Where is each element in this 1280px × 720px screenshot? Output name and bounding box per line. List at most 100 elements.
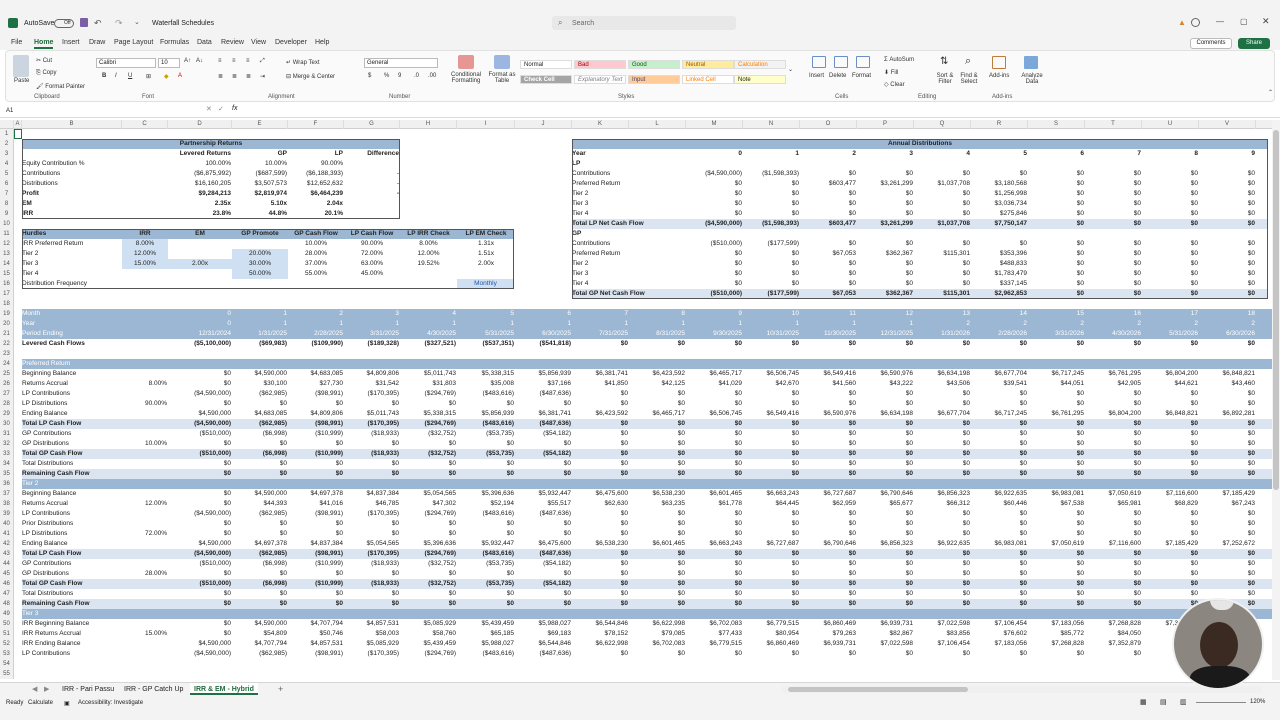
currency-icon[interactable]: $ [368,73,372,79]
tier2-value[interactable]: $47,302 [432,500,457,507]
tier2-value[interactable]: $4,590,000 [198,540,231,547]
tier3-value[interactable]: ($483,616) [482,650,514,657]
annual-gp-value[interactable]: $67,053 [832,250,857,257]
annual-lp-value[interactable]: $0 [905,210,913,217]
tier2-value[interactable]: ($10,999) [315,560,343,567]
sheet-tab-pari-passu[interactable]: IRR - Pari Passu [62,686,115,693]
row-header[interactable]: 34 [0,459,14,469]
pref-row-label[interactable]: Remaining Cash Flow [22,470,90,477]
pref-value[interactable]: $0 [1190,430,1198,437]
timeline-month-value[interactable]: 14 [1019,310,1027,317]
pref-value[interactable]: $31,803 [432,380,457,387]
tier2-value[interactable]: $0 [677,580,685,587]
tier2-value[interactable]: $0 [1247,520,1255,527]
pref-value[interactable]: $0 [1247,440,1255,447]
timeline-period-value[interactable]: 5/31/2025 [485,330,514,337]
pref-value[interactable]: $0 [1247,390,1255,397]
annual-title[interactable]: Annual Distributions [888,140,952,147]
hurdles-cell[interactable]: 50.00% [232,269,288,279]
tier3-value[interactable]: ($294,769) [424,650,456,657]
decrease-font-icon[interactable]: A↓ [196,58,204,64]
pref-value[interactable]: $6,717,245 [994,410,1027,417]
tier2-value[interactable]: $6,727,687 [823,490,856,497]
annual-lp-value[interactable]: $1,256,998 [994,190,1027,197]
pref-value[interactable]: ($294,769) [424,420,456,427]
pref-value[interactable]: $0 [1133,460,1141,467]
hurdles-col-header[interactable]: EM [195,230,205,237]
pref-value[interactable]: ($10,999) [315,450,343,457]
partnership-value[interactable]: $9,284,213 [198,190,231,197]
partnership-row-label[interactable]: Profit [22,190,39,197]
partnership-value[interactable] [344,159,400,169]
tier2-value[interactable]: ($170,395) [367,510,399,517]
tab-data[interactable]: Data [197,39,212,46]
pref-value[interactable]: ($18,933) [371,430,399,437]
tier2-value[interactable]: $0 [1247,530,1255,537]
annual-lp-value[interactable]: $3,261,299 [880,180,913,187]
column-header-T[interactable]: T [1085,120,1142,129]
pref-value[interactable]: $0 [223,460,231,467]
tier2-value[interactable]: $66,312 [946,500,971,507]
style-good[interactable]: Good [628,60,680,69]
annual-gp-value[interactable]: $0 [1076,260,1084,267]
undo-icon[interactable]: ↶ [94,18,102,28]
tier3-value[interactable]: $85,772 [1060,630,1085,637]
annual-lp-value[interactable]: $0 [734,210,742,217]
tab-formulas[interactable]: Formulas [160,39,190,46]
annual-gp-value[interactable]: $0 [905,240,913,247]
redo-icon[interactable]: ↷ [115,18,123,28]
pref-value[interactable]: $0 [1190,450,1198,457]
tier2-value[interactable]: $0 [448,530,456,537]
pref-value[interactable]: $0 [448,470,456,477]
pref-value[interactable]: $0 [563,440,571,447]
annual-lp-value[interactable]: $0 [1190,220,1198,227]
row-header[interactable]: 6 [0,179,14,189]
pref-value[interactable]: $0 [677,450,685,457]
tier2-value[interactable]: $0 [1133,530,1141,537]
pref-value[interactable]: $0 [335,460,343,467]
tier3-value[interactable]: $84,050 [1117,630,1142,637]
tier2-value[interactable]: $0 [391,570,399,577]
row-header[interactable]: 2 [0,139,14,149]
timeline-period-value[interactable]: 9/30/2025 [713,330,742,337]
tier3-value[interactable]: $7,022,598 [880,640,913,647]
hurdles-col-header[interactable]: IRR [139,230,151,237]
tier3-value[interactable]: $58,760 [432,630,457,637]
tier2-value[interactable]: $0 [335,590,343,597]
row-header[interactable]: 9 [0,209,14,219]
pref-row-rate[interactable]: 8.00% [148,380,167,387]
timeline-month-value[interactable]: 7 [624,310,628,317]
column-header-I[interactable]: I [457,120,515,129]
tier2-value[interactable]: $0 [1190,550,1198,557]
annual-gp-value[interactable]: $115,301 [943,290,970,297]
annual-lp-row-label[interactable]: Tier 2 [572,190,589,197]
row-header[interactable]: 51 [0,629,14,639]
autosave-toggle[interactable]: Off [54,19,74,28]
pref-value[interactable]: $0 [335,470,343,477]
font-name-select[interactable]: Calibri [96,58,156,68]
hurdles-cell[interactable]: 45.00% [360,270,384,277]
tier2-value[interactable]: $0 [1247,580,1255,587]
format-as-table-icon[interactable] [494,55,510,69]
annual-gp-row-label[interactable]: Preferred Return [572,250,621,257]
pref-value[interactable]: $0 [1076,390,1084,397]
tier2-value[interactable]: $0 [791,570,799,577]
borders-icon[interactable]: ⊞ [146,74,152,80]
tier2-value[interactable]: ($294,769) [424,550,456,557]
pref-value[interactable]: $0 [677,470,685,477]
annual-lp-value[interactable]: $0 [1247,180,1255,187]
hurdles-cell[interactable] [400,269,457,279]
pref-value[interactable]: $0 [506,460,514,467]
pref-value[interactable]: $0 [734,390,742,397]
tier2-value[interactable]: $0 [848,530,856,537]
hurdles-cell[interactable]: 2.00x [478,260,494,267]
annual-lp-value[interactable]: $0 [1076,220,1084,227]
tier2-value[interactable]: $67,243 [1231,500,1256,507]
levered-cash-flow-value[interactable]: ($537,351) [482,340,514,347]
pref-value[interactable]: $6,381,741 [595,370,628,377]
timeline-period-value[interactable]: 7/31/2025 [599,330,628,337]
tier3-value[interactable]: $50,746 [319,630,344,637]
pref-value[interactable]: $42,905 [1117,380,1142,387]
tier2-value[interactable]: $0 [1190,520,1198,527]
tier2-value[interactable]: $0 [1247,560,1255,567]
